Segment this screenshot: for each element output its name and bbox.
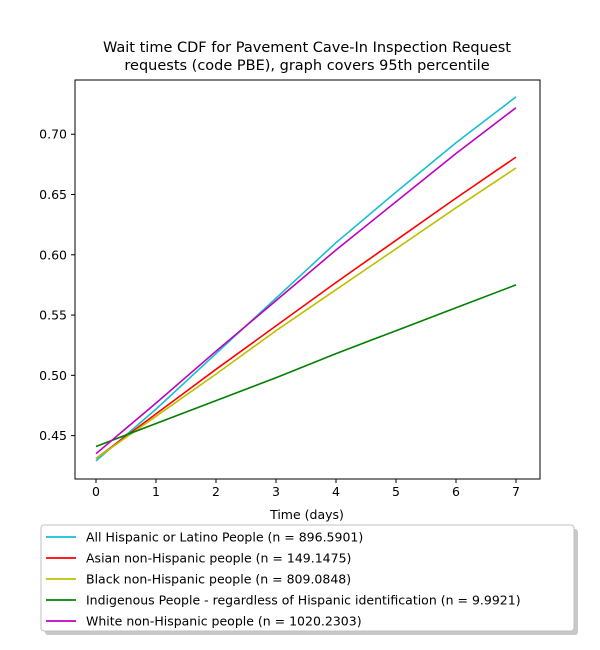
y-tick-label: 0.65	[39, 187, 67, 202]
x-tick-label: 2	[212, 484, 220, 499]
x-tick-label: 4	[332, 484, 340, 499]
legend: All Hispanic or Latino People (n = 896.5…	[40, 524, 578, 635]
x-tick-label: 0	[92, 484, 100, 499]
plot-area-frame	[74, 79, 541, 480]
legend-label-4: Indigenous People - regardless of Hispan…	[86, 593, 521, 608]
x-axis-label: Time (days)	[269, 507, 344, 522]
y-axis-ticks: 0.45 0.50 0.55 0.60 0.65 0.70	[39, 127, 75, 443]
legend-label-2: Asian non-Hispanic people (n = 149.1475)	[86, 551, 351, 566]
x-axis-ticks: 0 1 2 3 4 5 6 7	[92, 479, 520, 499]
y-tick-label: 0.70	[39, 127, 67, 142]
legend-label-5: White non-Hispanic people (n = 1020.2303…	[86, 614, 362, 629]
legend-label-1: All Hispanic or Latino People (n = 896.5…	[86, 530, 363, 545]
plot-lines	[95, 96, 517, 462]
series-line-2	[95, 156, 517, 460]
series-line-5	[95, 107, 517, 455]
series-line-4	[95, 284, 517, 448]
x-tick-label: 7	[512, 484, 520, 499]
y-tick-label: 0.45	[39, 428, 67, 443]
legend-items: All Hispanic or Latino People (n = 896.5…	[46, 530, 521, 629]
series-line-3	[95, 167, 517, 460]
x-tick-label: 5	[392, 484, 400, 499]
chart-title-line-2: requests (code PBE), graph covers 95th p…	[124, 58, 489, 74]
x-tick-label: 3	[272, 484, 280, 499]
y-tick-label: 0.55	[39, 308, 67, 323]
chart-title-line-1: Wait time CDF for Pavement Cave-In Inspe…	[103, 40, 511, 56]
y-tick-label: 0.50	[39, 368, 67, 383]
series-line-1	[95, 96, 517, 462]
y-tick-label: 0.60	[39, 247, 67, 262]
x-tick-label: 6	[452, 484, 460, 499]
legend-box	[40, 524, 575, 632]
x-tick-label: 1	[152, 484, 160, 499]
legend-label-3: Black non-Hispanic people (n = 809.0848)	[86, 572, 351, 587]
